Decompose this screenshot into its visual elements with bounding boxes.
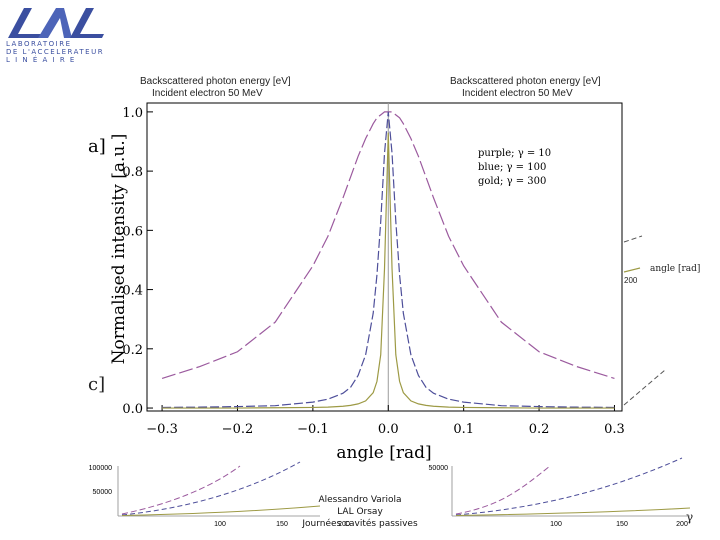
- lal-logo-mark: [8, 8, 104, 38]
- panel-label-c: c]: [88, 374, 106, 395]
- bottom-left-tick-50000: 50000: [93, 489, 113, 496]
- bg-right-title: Backscattered photon energy [eV]: [450, 76, 601, 87]
- legend-entry-purple: purple; γ = 10: [478, 148, 551, 159]
- gamma-symbol: γ: [686, 510, 694, 524]
- bottom-right-mini-chart: 50000 100 150 200: [429, 457, 691, 528]
- x-tick-label: 0.2: [529, 422, 550, 437]
- y-tick-label: 1.0: [122, 106, 143, 121]
- series-line-gold: [162, 132, 615, 409]
- bottom-left-tick-150: 150: [276, 521, 288, 528]
- bottom-left-tick-200: 200: [338, 521, 350, 528]
- legend: purple; γ = 10 blue; γ = 100 gold; γ = 3…: [478, 148, 551, 187]
- background-curve-fragments: [623, 235, 666, 406]
- x-tick-label: −0.3: [146, 422, 178, 437]
- panel-label-a: a]: [88, 136, 106, 157]
- bg-left-subtitle: Incident electron 50 MeV: [152, 88, 263, 99]
- right-axis-label: angle [rad]: [650, 264, 701, 274]
- y-tick-label: 0.0: [122, 402, 143, 417]
- x-tick-label: −0.2: [222, 422, 254, 437]
- x-tick-label: 0.1: [453, 422, 474, 437]
- footer-institution: LAL Orsay: [337, 507, 383, 517]
- bottom-left-tick-100000: 100000: [89, 465, 112, 472]
- lal-logo: LABORATOIRE DE L'ACCELERATEUR L I N É A …: [2, 2, 112, 64]
- bg-left-title: Backscattered photon energy [eV]: [140, 76, 291, 87]
- bottom-right-tick-200: 200: [676, 521, 688, 528]
- bottom-left-tick-100: 100: [214, 521, 226, 528]
- right-tick-label: 200: [624, 276, 638, 285]
- bg-right-subtitle: Incident electron 50 MeV: [462, 88, 573, 99]
- y-axis-label: Normalised intensity [a.u.]: [109, 134, 129, 365]
- logo-line-2: DE L'ACCELERATEUR: [6, 48, 105, 56]
- x-axis: −0.3 −0.2 −0.1 0.0 0.1 0.2 0.3: [146, 405, 625, 437]
- footer-event: Journées cavités passives: [302, 519, 418, 529]
- bottom-right-tick-50000: 50000: [429, 465, 449, 472]
- y-tick-label: 0.6: [122, 224, 143, 239]
- y-axis: 0.0 0.2 0.4 0.6 0.8 1.0: [122, 106, 153, 417]
- plot-frame: [146, 102, 623, 412]
- footer-author: Alessandro Variola: [318, 495, 402, 505]
- x-tick-label: 0.3: [604, 422, 625, 437]
- x-tick-label: 0.0: [378, 422, 399, 437]
- y-tick-label: 0.4: [122, 284, 143, 299]
- x-tick-label: −0.1: [297, 422, 329, 437]
- y-tick-label: 0.8: [122, 165, 143, 180]
- bottom-right-tick-150: 150: [616, 521, 628, 528]
- y-tick-label: 0.2: [122, 343, 143, 358]
- x-axis-label: angle [rad]: [336, 443, 431, 463]
- bottom-right-tick-100: 100: [550, 521, 562, 528]
- logo-line-3: L I N É A I R E: [6, 56, 76, 64]
- bottom-left-mini-chart: 100000 50000 100 150 200: [89, 461, 350, 528]
- series-line-blue: [162, 111, 615, 409]
- logo-line-1: LABORATOIRE: [6, 40, 72, 48]
- legend-entry-blue: blue; γ = 100: [478, 162, 546, 173]
- data-series: [161, 111, 615, 409]
- legend-entry-gold: gold; γ = 300: [478, 176, 546, 187]
